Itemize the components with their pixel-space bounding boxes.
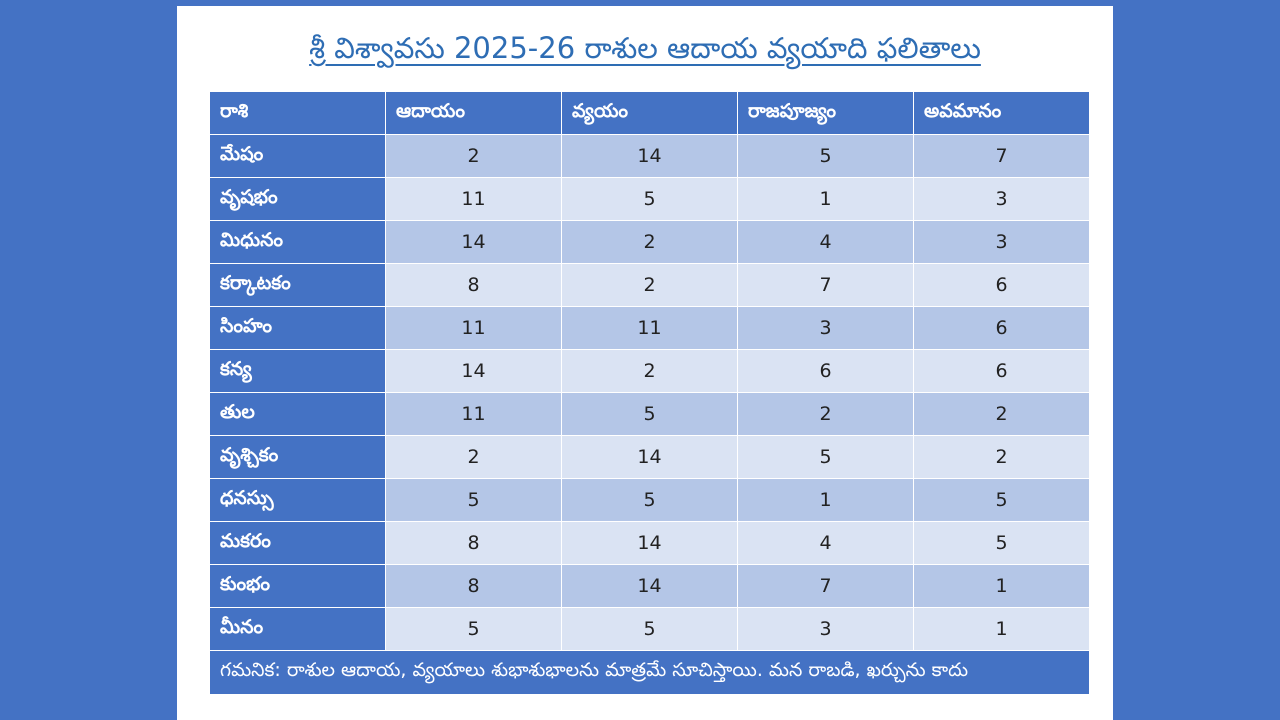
rasi-name-cell: మకరం [209, 521, 386, 565]
table-row: మేషం 2 14 5 7 [209, 134, 1090, 178]
column-header-avamanam: అవమానం [913, 91, 1090, 135]
income-cell: 14 [385, 349, 562, 393]
table-row: సింహం 11 11 3 6 [209, 306, 1090, 350]
income-cell: 8 [385, 263, 562, 307]
table-row: కుంభం 8 14 7 1 [209, 564, 1090, 608]
rajapujyam-cell: 2 [737, 392, 914, 436]
income-cell: 11 [385, 306, 562, 350]
rajapujyam-cell: 4 [737, 521, 914, 565]
table-row: ధనస్సు 5 5 1 5 [209, 478, 1090, 522]
table-row: వృశ్చికం 2 14 5 2 [209, 435, 1090, 479]
rajapujyam-cell: 1 [737, 478, 914, 522]
rajapujyam-cell: 5 [737, 134, 914, 178]
avamanam-cell: 3 [913, 177, 1090, 221]
rasi-name-cell: తుల [209, 392, 386, 436]
column-header-expense: వ్యయం [561, 91, 738, 135]
page-title: శ్రీ విశ్వావసు 2025-26 రాశుల ఆదాయ వ్యయాద… [309, 31, 981, 65]
avamanam-cell: 7 [913, 134, 1090, 178]
rasi-name-cell: కుంభం [209, 564, 386, 608]
income-cell: 2 [385, 435, 562, 479]
rajapujyam-cell: 3 [737, 607, 914, 651]
avamanam-cell: 6 [913, 349, 1090, 393]
table-row: మీనం 5 5 3 1 [209, 607, 1090, 651]
income-cell: 11 [385, 392, 562, 436]
column-header-rajapujyam: రాజపూజ్యం [737, 91, 914, 135]
expense-cell: 2 [561, 263, 738, 307]
table-row: మిధునం 14 2 4 3 [209, 220, 1090, 264]
expense-cell: 14 [561, 435, 738, 479]
table-row: తుల 11 5 2 2 [209, 392, 1090, 436]
avamanam-cell: 5 [913, 521, 1090, 565]
expense-cell: 2 [561, 349, 738, 393]
rasi-name-cell: ధనస్సు [209, 478, 386, 522]
income-cell: 8 [385, 564, 562, 608]
avamanam-cell: 6 [913, 306, 1090, 350]
rasi-name-cell: కన్య [209, 349, 386, 393]
expense-cell: 5 [561, 177, 738, 221]
income-cell: 11 [385, 177, 562, 221]
rasi-name-cell: వృషభం [209, 177, 386, 221]
rasi-name-cell: మేషం [209, 134, 386, 178]
table-header-row: రాశి ఆదాయం వ్యయం రాజపూజ్యం అవమానం [209, 91, 1090, 135]
expense-cell: 11 [561, 306, 738, 350]
expense-cell: 14 [561, 134, 738, 178]
table-row: మకరం 8 14 4 5 [209, 521, 1090, 565]
expense-cell: 5 [561, 478, 738, 522]
table-note: గమనిక: రాశుల ఆదాయ, వ్యయాలు శుభాశుభాలను మ… [209, 650, 1090, 695]
expense-cell: 14 [561, 564, 738, 608]
rajapujyam-cell: 1 [737, 177, 914, 221]
rajapujyam-cell: 5 [737, 435, 914, 479]
rasi-results-table: రాశి ఆదాయం వ్యయం రాజపూజ్యం అవమానం మేషం 2 1… [209, 91, 1090, 695]
avamanam-cell: 2 [913, 435, 1090, 479]
rasi-name-cell: సింహం [209, 306, 386, 350]
rajapujyam-cell: 3 [737, 306, 914, 350]
expense-cell: 14 [561, 521, 738, 565]
table-note-row: గమనిక: రాశుల ఆదాయ, వ్యయాలు శుభాశుభాలను మ… [209, 650, 1090, 695]
income-cell: 8 [385, 521, 562, 565]
table-row: వృషభం 11 5 1 3 [209, 177, 1090, 221]
income-cell: 5 [385, 478, 562, 522]
slide: శ్రీ విశ్వావసు 2025-26 రాశుల ఆదాయ వ్యయాద… [177, 6, 1113, 720]
expense-cell: 5 [561, 392, 738, 436]
avamanam-cell: 3 [913, 220, 1090, 264]
income-cell: 5 [385, 607, 562, 651]
rajapujyam-cell: 6 [737, 349, 914, 393]
column-header-income: ఆదాయం [385, 91, 562, 135]
avamanam-cell: 1 [913, 607, 1090, 651]
rajapujyam-cell: 7 [737, 564, 914, 608]
rajapujyam-cell: 7 [737, 263, 914, 307]
rasi-name-cell: వృశ్చికం [209, 435, 386, 479]
rasi-name-cell: మిధునం [209, 220, 386, 264]
table-row: కర్కాటకం 8 2 7 6 [209, 263, 1090, 307]
expense-cell: 2 [561, 220, 738, 264]
rasi-name-cell: కర్కాటకం [209, 263, 386, 307]
avamanam-cell: 2 [913, 392, 1090, 436]
income-cell: 2 [385, 134, 562, 178]
column-header-rasi: రాశి [209, 91, 386, 135]
avamanam-cell: 1 [913, 564, 1090, 608]
avamanam-cell: 5 [913, 478, 1090, 522]
avamanam-cell: 6 [913, 263, 1090, 307]
rasi-name-cell: మీనం [209, 607, 386, 651]
expense-cell: 5 [561, 607, 738, 651]
rajapujyam-cell: 4 [737, 220, 914, 264]
table-row: కన్య 14 2 6 6 [209, 349, 1090, 393]
income-cell: 14 [385, 220, 562, 264]
